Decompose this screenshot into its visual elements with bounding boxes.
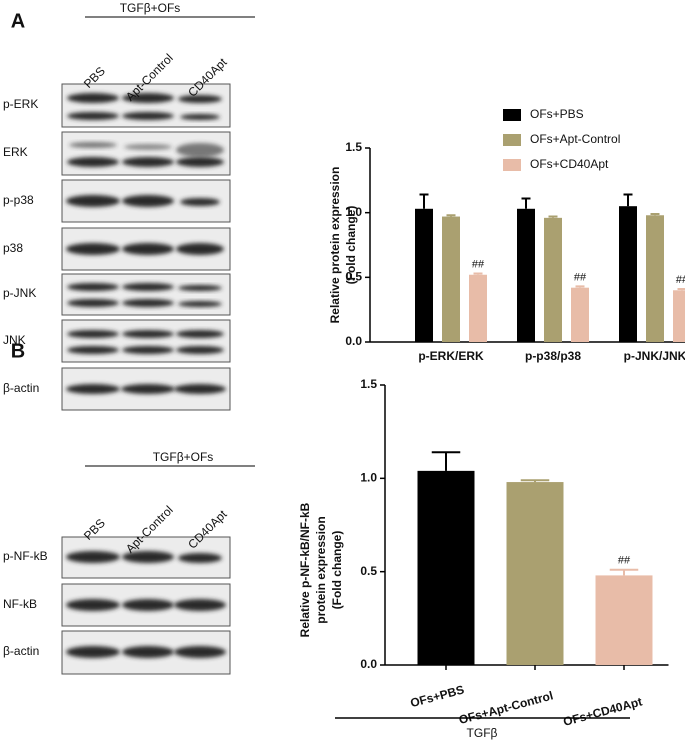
significance: ## <box>574 271 587 283</box>
y-axis-label: protein expression <box>314 516 328 623</box>
x-tick-label: OFs+PBS <box>409 682 466 710</box>
y-axis-label: Relative p-NF-kB/NF-kB <box>298 502 312 637</box>
significance: ## <box>618 555 631 567</box>
bar <box>506 482 564 665</box>
blot-b <box>61 536 231 675</box>
y-tick-label: 1.5 <box>360 377 377 391</box>
y-tick-label: 1.0 <box>360 471 377 485</box>
bar <box>517 208 535 342</box>
error-bar <box>419 193 429 209</box>
y-axis-label: (Fold change) <box>330 531 344 610</box>
error-bar <box>548 215 558 218</box>
legend-swatch <box>503 109 521 121</box>
error-bar <box>609 568 639 576</box>
row-label: p-NF-kB <box>3 549 48 563</box>
x-tick-label: OFs+Apt-Control <box>457 688 554 727</box>
error-bar <box>677 287 685 291</box>
blot-a <box>61 83 231 411</box>
panel-letter: B <box>11 340 25 362</box>
y-axis-label: (Fold change) <box>344 206 358 285</box>
panel-letter: A <box>11 10 25 32</box>
y-tick-label: 1.5 <box>345 140 362 154</box>
row-label: p-p38 <box>3 193 34 207</box>
y-tick-label: 0.0 <box>345 334 362 348</box>
bar <box>619 206 637 342</box>
y-tick-label: 0.5 <box>360 564 377 578</box>
row-label: JNK <box>3 333 26 347</box>
bar <box>417 470 475 665</box>
bar <box>469 274 487 342</box>
y-tick-label: 0.0 <box>360 657 377 671</box>
error-bar <box>473 272 483 275</box>
legend-swatch <box>503 159 521 171</box>
bar <box>571 287 589 342</box>
error-bar <box>623 193 633 207</box>
error-bar <box>521 197 531 209</box>
row-label: p-ERK <box>3 97 38 111</box>
legend-label: OFs+Apt-Control <box>530 132 620 146</box>
bar <box>442 216 460 342</box>
legend-swatch <box>503 134 521 146</box>
y-axis-label: Relative protein expression <box>328 167 342 324</box>
row-label: β-actin <box>3 644 39 658</box>
row-label: β-actin <box>3 381 39 395</box>
y-tick-label: 0.5 <box>345 270 362 284</box>
error-bar <box>575 285 585 288</box>
x-tick-label: p-ERK/ERK <box>418 349 484 363</box>
row-label: p38 <box>3 241 23 255</box>
legend-label: OFs+CD40Apt <box>530 157 609 171</box>
bar <box>415 208 433 342</box>
x-tick-label: p-p38/p38 <box>525 349 581 363</box>
x-axis-label: TGFβ <box>467 726 498 740</box>
row-label: p-JNK <box>3 286 36 300</box>
bar <box>646 215 664 342</box>
bar <box>595 575 653 665</box>
row-label: NF-kB <box>3 597 37 611</box>
error-bar <box>446 214 456 217</box>
significance: ## <box>472 258 485 270</box>
treatment-header: TGFβ+OFs <box>120 1 181 15</box>
treatment-header: TGFβ+OFs <box>153 450 214 464</box>
error-bar <box>520 479 550 483</box>
error-bar <box>431 451 461 471</box>
row-label: ERK <box>3 145 28 159</box>
x-tick-label: p-JNK/JNK <box>624 349 685 363</box>
significance: ## <box>676 274 685 286</box>
legend-label: OFs+PBS <box>530 107 584 121</box>
x-tick-label: OFs+CD40Apt <box>562 694 644 728</box>
bar <box>544 217 562 342</box>
error-bar <box>650 212 660 216</box>
y-tick-label: 1.0 <box>345 205 362 219</box>
bar <box>673 290 685 342</box>
